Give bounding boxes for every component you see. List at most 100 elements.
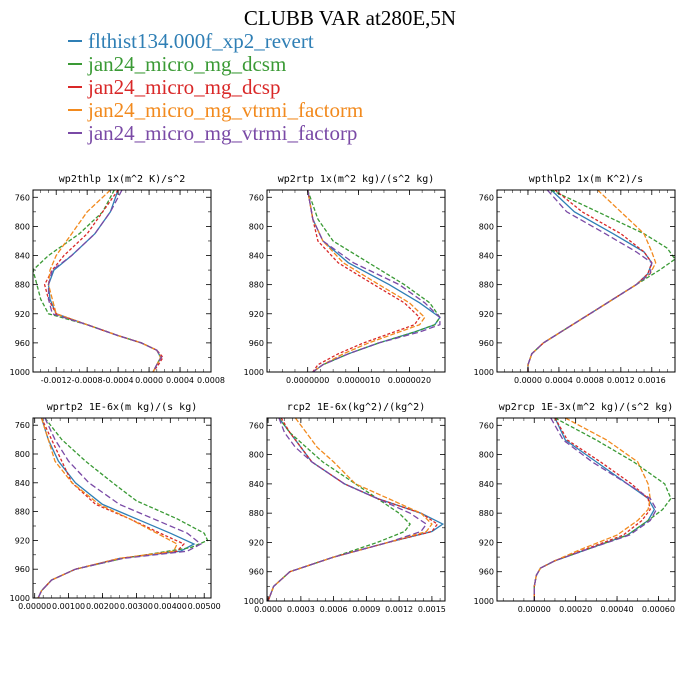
y-tick-label: 880: [479, 509, 494, 518]
y-tick-label: 760: [249, 193, 264, 202]
series-line: [307, 190, 426, 372]
y-tick-label: 920: [15, 536, 30, 545]
chart-panel: wp2rcp 1E-3x(m^2 kg)/(s^2 kg) 760 800 840 88…: [474, 402, 676, 614]
x-tick-label: 0.0006: [320, 605, 348, 614]
page-title: CLUBB VAR at280E,5N: [243, 6, 457, 30]
chart-title: rcp2 1E-6x(kg^2)/(kg^2): [287, 402, 425, 413]
x-tick-label: -0.0004: [103, 376, 134, 385]
series-line: [533, 418, 651, 601]
series-line: [43, 190, 164, 372]
x-tick-label: 0.0012: [385, 605, 413, 614]
plot-frame: [32, 417, 212, 599]
plot-frame: [266, 189, 446, 373]
y-tick-label: 1000: [10, 368, 30, 377]
x-tick-label: 0.0000: [254, 605, 282, 614]
y-tick-label: 880: [249, 509, 264, 518]
legend-swatch: [68, 132, 82, 135]
x-tick-label: 0.0012: [607, 376, 635, 385]
y-tick-label: 840: [15, 479, 30, 488]
legend-item: jan24_micro_mg_dcsm: [68, 53, 363, 76]
y-tick-label: 960: [15, 339, 30, 348]
x-tick-label: 0.0004: [166, 376, 194, 385]
y-tick-label: 840: [479, 252, 494, 261]
y-tick-label: 840: [15, 252, 30, 261]
y-tick-label: 800: [479, 451, 494, 460]
y-tick-label: 920: [479, 538, 494, 547]
y-tick-label: 1000: [244, 597, 264, 606]
legend-item: jan24_micro_mg_vtrmi_factorm: [68, 99, 363, 122]
chart-panel: wp2thlp 1x(m^2 K)/s^2 760 800 840 880 920 960 1…: [10, 174, 225, 385]
series-line: [527, 190, 653, 372]
plot-frame: [266, 417, 446, 602]
x-tick-label: 0.0016: [638, 376, 666, 385]
y-tick-label: 1000: [10, 594, 30, 603]
series-line: [527, 190, 653, 372]
chart-panel: wpthlp2 1x(m K^2)/s 760 800 840 880 920 960 100…: [474, 174, 676, 385]
y-tick-label: 920: [15, 310, 30, 319]
legend-swatch: [68, 63, 82, 66]
y-tick-label: 760: [479, 193, 494, 202]
x-tick-label: 0.00020: [559, 605, 592, 614]
y-tick-label: 840: [249, 252, 264, 261]
chart-title: wpthlp2 1x(m K^2)/s: [529, 174, 643, 185]
chart-panel: wprtp2 1E-6x(m kg)/(s kg) 760 800 840 880 920…: [10, 402, 221, 611]
y-tick-label: 960: [15, 565, 30, 574]
y-tick-label: 840: [479, 480, 494, 489]
chart-title: wp2thlp 1x(m^2 K)/s^2: [59, 174, 185, 185]
series-line: [307, 190, 441, 372]
plot-frame: [32, 189, 212, 373]
series-line: [307, 190, 421, 372]
x-tick-label: 0.00060: [642, 605, 675, 614]
x-tick-label: 0.0003: [287, 605, 315, 614]
x-tick-label: 0.0015: [418, 605, 446, 614]
series-line: [267, 418, 428, 601]
y-tick-label: 760: [15, 421, 30, 430]
legend-label: jan24_micro_mg_dcsm: [88, 52, 287, 76]
y-tick-label: 920: [479, 310, 494, 319]
x-tick-label: 0.0009: [352, 605, 380, 614]
x-tick-label: 0.00400: [154, 602, 187, 611]
series-line: [267, 418, 411, 601]
y-tick-label: 800: [249, 451, 264, 460]
x-tick-label: 0.0000010: [337, 376, 380, 385]
x-tick-label: 0.0004: [545, 376, 573, 385]
x-tick-label: 0.0008: [197, 376, 225, 385]
x-tick-label: 0.0000020: [388, 376, 431, 385]
x-tick-label: 0.00000: [18, 602, 51, 611]
y-tick-label: 960: [479, 339, 494, 348]
y-tick-label: 920: [249, 538, 264, 547]
x-tick-label: -0.0008: [72, 376, 103, 385]
y-tick-label: 760: [15, 193, 30, 202]
series-line: [37, 418, 178, 598]
chart-panel: wp2rtp 1x(m^2 kg)/(s^2 kg) 760 800 840 880 92…: [244, 174, 446, 385]
series-line: [527, 190, 675, 372]
x-tick-label: 0.0000: [514, 376, 542, 385]
x-tick-label: 0.00500: [188, 602, 221, 611]
x-tick-label: 0.0000: [135, 376, 163, 385]
legend: flthist134.000f_xp2_revert jan24_micro_m…: [68, 30, 363, 145]
y-tick-label: 960: [479, 568, 494, 577]
y-tick-label: 880: [15, 281, 30, 290]
x-tick-label: 0.00200: [86, 602, 119, 611]
legend-item: flthist134.000f_xp2_revert: [68, 30, 363, 53]
y-tick-label: 1000: [244, 368, 264, 377]
legend-swatch: [68, 86, 82, 89]
series-line: [33, 190, 162, 372]
series-line: [37, 418, 202, 598]
y-tick-label: 1000: [474, 368, 494, 377]
chart-title: wprtp2 1E-6x(m kg)/(s kg): [47, 402, 198, 413]
legend-swatch: [68, 109, 82, 112]
y-tick-label: 960: [249, 339, 264, 348]
series-line: [533, 418, 651, 601]
legend-item: jan24_micro_mg_vtrmi_factorp: [68, 122, 363, 145]
x-tick-label: 0.0000000: [286, 376, 329, 385]
y-tick-label: 760: [249, 421, 264, 430]
y-tick-label: 880: [479, 281, 494, 290]
legend-label: flthist134.000f_xp2_revert: [88, 29, 314, 53]
y-tick-label: 760: [479, 421, 494, 430]
legend-swatch: [68, 40, 82, 43]
y-tick-label: 1000: [474, 597, 494, 606]
x-tick-label: 0.00000: [518, 605, 551, 614]
y-tick-label: 840: [249, 480, 264, 489]
